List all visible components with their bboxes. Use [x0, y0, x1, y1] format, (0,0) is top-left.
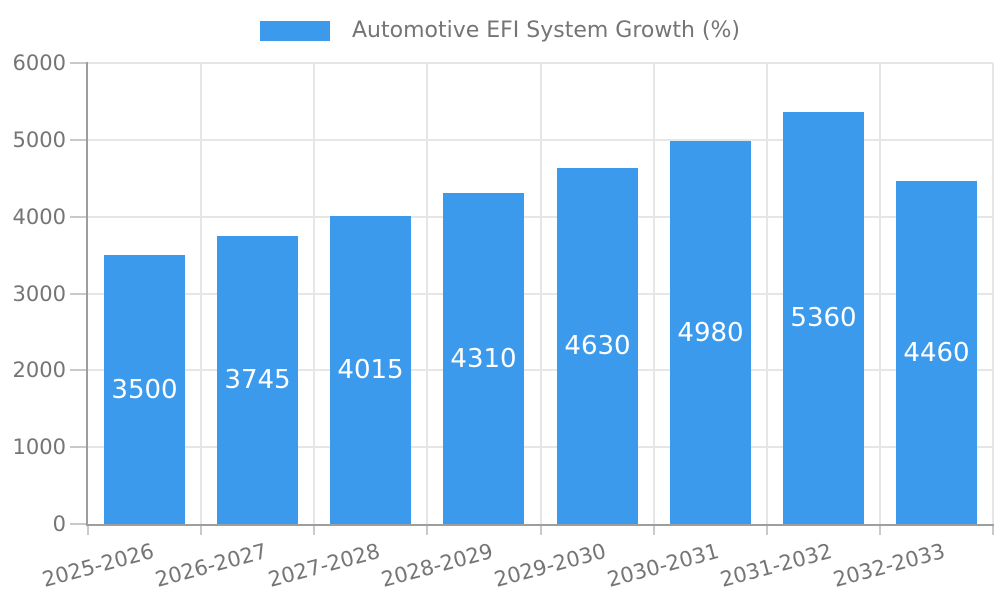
y-axis-tick-label: 0: [52, 512, 66, 536]
bar: 4630: [557, 168, 638, 524]
y-axis-tick-label: 4000: [12, 205, 66, 229]
v-gridline: [992, 63, 994, 524]
y-axis-tick-label: 3000: [12, 282, 66, 306]
bar: 4015: [330, 216, 411, 524]
y-axis-line: [86, 62, 88, 526]
bar: 4310: [443, 193, 524, 524]
y-axis-tick-mark: [70, 139, 87, 141]
x-axis-tick-mark: [313, 526, 315, 535]
v-gridline: [766, 63, 768, 524]
x-axis-tick-mark: [766, 526, 768, 535]
bar-value-label: 4630: [564, 331, 631, 361]
y-axis-tick-mark: [70, 62, 87, 64]
bar-value-label: 3745: [224, 365, 291, 395]
y-axis-tick-mark: [70, 216, 87, 218]
bar: 4980: [670, 141, 751, 524]
y-axis-tick-mark: [70, 369, 87, 371]
v-gridline: [653, 63, 655, 524]
y-axis-tick-label: 1000: [12, 435, 66, 459]
legend: Automotive EFI System Growth (%): [0, 17, 1000, 45]
bar-value-label: 4015: [337, 355, 404, 385]
y-axis-tick-label: 6000: [12, 51, 66, 75]
x-axis-tick-mark: [879, 526, 881, 535]
x-axis-tick-mark: [426, 526, 428, 535]
y-axis-tick-mark: [70, 293, 87, 295]
x-axis-tick-mark: [653, 526, 655, 535]
plot-area: 3500 3745 4015 4310 4630 4980 5360 4460: [88, 62, 994, 524]
v-gridline: [540, 63, 542, 524]
x-axis-tick-mark: [87, 526, 89, 535]
v-gridline: [200, 63, 202, 524]
v-gridline: [879, 63, 881, 524]
bar: 4460: [896, 181, 977, 524]
x-axis-tick-mark: [200, 526, 202, 535]
x-axis-tick-mark: [992, 526, 994, 535]
x-axis-line: [86, 524, 994, 526]
v-gridline: [313, 63, 315, 524]
bar-value-label: 3500: [111, 375, 178, 405]
bar: 5360: [783, 112, 864, 524]
bar-value-label: 4310: [450, 344, 517, 374]
legend-label[interactable]: Automotive EFI System Growth (%): [351, 18, 741, 43]
x-axis-tick-mark: [540, 526, 542, 535]
v-gridline: [426, 63, 428, 524]
y-axis-tick-label: 2000: [12, 358, 66, 382]
y-axis-tick-mark: [70, 446, 87, 448]
bar-value-label: 5360: [790, 303, 857, 333]
y-axis-tick-mark: [70, 523, 87, 525]
bar: 3500: [104, 255, 185, 524]
bar-value-label: 4980: [677, 318, 744, 348]
legend-swatch[interactable]: [259, 21, 330, 41]
y-axis-tick-label: 5000: [12, 128, 66, 152]
bar: 3745: [217, 236, 298, 524]
bar-value-label: 4460: [903, 338, 970, 368]
